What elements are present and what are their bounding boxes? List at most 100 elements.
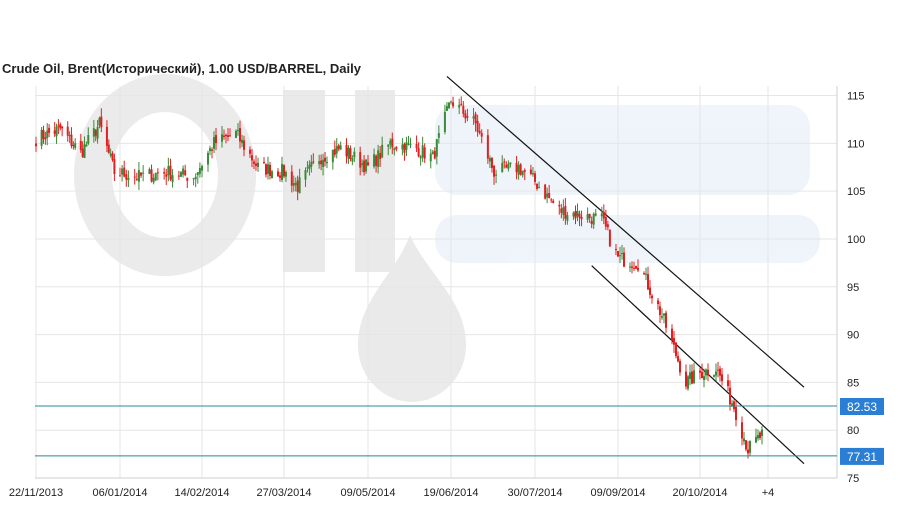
candle-body bbox=[169, 165, 172, 180]
candle-body bbox=[135, 178, 138, 180]
candle-body bbox=[474, 113, 477, 124]
candle-body bbox=[239, 128, 241, 142]
candle-body bbox=[292, 182, 295, 186]
candle-body bbox=[433, 150, 436, 159]
trendline bbox=[446, 75, 805, 388]
candle-body bbox=[747, 449, 749, 454]
candle-body bbox=[229, 135, 231, 137]
candle-body bbox=[673, 338, 675, 345]
candle-body bbox=[608, 229, 611, 247]
candle-body bbox=[177, 175, 180, 177]
candle-body bbox=[677, 356, 679, 362]
candle-body bbox=[81, 148, 84, 157]
y-tick-label: 90 bbox=[847, 330, 859, 342]
candle-body bbox=[308, 164, 311, 169]
candle-body bbox=[186, 177, 189, 181]
candle-body bbox=[574, 211, 577, 219]
candle-body bbox=[621, 252, 623, 254]
candle-body bbox=[306, 167, 309, 169]
candle-body bbox=[759, 432, 761, 438]
candle-body bbox=[544, 184, 547, 199]
candle-body bbox=[171, 175, 174, 183]
candle-body bbox=[576, 210, 579, 217]
candle-body bbox=[507, 163, 510, 169]
candle-body bbox=[693, 370, 695, 383]
candle-body bbox=[488, 157, 491, 162]
candle-body bbox=[586, 214, 589, 220]
candle-body bbox=[381, 144, 384, 158]
candle-body bbox=[713, 375, 715, 377]
candle-body bbox=[335, 146, 338, 154]
candle-body bbox=[57, 125, 60, 127]
candle-body bbox=[419, 156, 422, 159]
candle-body bbox=[46, 130, 49, 139]
y-tick-label: 100 bbox=[847, 234, 865, 246]
candle-body bbox=[265, 164, 267, 175]
candle-body bbox=[391, 138, 394, 148]
candle-body bbox=[133, 176, 136, 178]
candle-body bbox=[564, 206, 567, 219]
candle-body bbox=[109, 153, 112, 156]
candle-body bbox=[156, 172, 159, 174]
candle-body bbox=[359, 152, 362, 168]
candle-body bbox=[659, 306, 661, 316]
candle-body bbox=[717, 369, 719, 371]
x-tick-label: 19/06/2014 bbox=[423, 487, 478, 499]
candle-body bbox=[284, 172, 287, 177]
candle-body bbox=[566, 215, 569, 221]
candle-body bbox=[253, 161, 255, 164]
candle-body bbox=[701, 371, 703, 379]
candle-body bbox=[689, 372, 691, 379]
candle-body bbox=[602, 211, 605, 219]
candle-body bbox=[271, 171, 273, 179]
candle-body bbox=[137, 170, 140, 182]
candle-body bbox=[150, 169, 153, 182]
candle-body bbox=[267, 164, 269, 174]
candle-body bbox=[623, 252, 625, 267]
candle-body bbox=[661, 316, 663, 318]
candle-body bbox=[687, 376, 689, 389]
candle-body bbox=[294, 182, 297, 186]
candle-body bbox=[113, 159, 116, 175]
candle-body bbox=[227, 135, 229, 138]
candle-body bbox=[221, 134, 223, 142]
candle-body bbox=[629, 266, 631, 268]
candle-body bbox=[207, 152, 209, 165]
candle-body bbox=[225, 134, 227, 137]
candle-body bbox=[42, 129, 45, 139]
x-tick-label: 27/03/2014 bbox=[256, 487, 311, 499]
candle-body bbox=[201, 166, 203, 171]
candle-body bbox=[435, 139, 438, 157]
candle-body bbox=[353, 151, 356, 158]
candle-body bbox=[735, 407, 737, 421]
y-tick-label: 110 bbox=[847, 138, 865, 150]
candle-body bbox=[552, 200, 555, 204]
candle-body bbox=[592, 213, 595, 225]
candle-body bbox=[87, 134, 90, 144]
candle-body bbox=[450, 101, 452, 103]
candle-body bbox=[405, 142, 408, 150]
candle-body bbox=[296, 180, 299, 192]
candle-body bbox=[460, 103, 463, 105]
candle-body bbox=[458, 104, 461, 108]
candle-body bbox=[59, 124, 62, 129]
candle-body bbox=[519, 164, 522, 175]
candle-body bbox=[538, 187, 541, 189]
candle-body bbox=[755, 436, 757, 443]
candle-body bbox=[375, 155, 378, 166]
candle-body bbox=[142, 172, 145, 174]
candle-body bbox=[517, 165, 520, 175]
y-tick-label: 95 bbox=[847, 282, 859, 294]
candle-body bbox=[70, 134, 73, 147]
candle-body bbox=[505, 164, 508, 168]
candle-body bbox=[437, 133, 440, 138]
candle-body bbox=[685, 371, 687, 387]
candle-body bbox=[590, 220, 593, 224]
candle-body bbox=[119, 175, 121, 177]
candle-body bbox=[312, 161, 315, 163]
candle-body bbox=[671, 328, 673, 341]
candle-body bbox=[35, 143, 37, 147]
candle-body bbox=[546, 193, 549, 198]
price-level-label: 77.31 bbox=[847, 450, 877, 464]
